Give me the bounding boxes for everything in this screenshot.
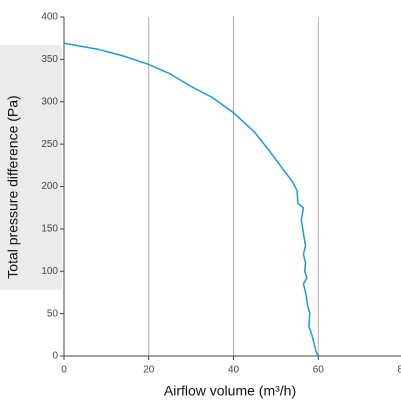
x-tick-label: 60 <box>313 365 325 376</box>
line <box>63 42 319 357</box>
x-tick-label: 80 <box>397 365 401 376</box>
y-axis-title: Total pressure difference (Pa) <box>5 95 21 278</box>
y-tick-label: 250 <box>41 139 58 150</box>
x-tick-label: 20 <box>143 365 155 376</box>
y-tick-label: 150 <box>41 224 58 235</box>
y-tick-label: 100 <box>41 266 58 277</box>
y-tick-label: 400 <box>41 12 58 23</box>
label-panel <box>0 45 62 290</box>
y-tick-label: 200 <box>41 181 58 192</box>
y-tick-label: 350 <box>41 54 58 65</box>
x-axis-title: Airflow volume (m³/h) <box>164 383 296 399</box>
y-tick-label: 50 <box>47 308 59 319</box>
x-tick-label: 40 <box>228 365 240 376</box>
y-tick-label: 0 <box>52 351 58 362</box>
y-tick-label: 300 <box>41 96 58 107</box>
x-tick-label: 0 <box>61 365 67 376</box>
